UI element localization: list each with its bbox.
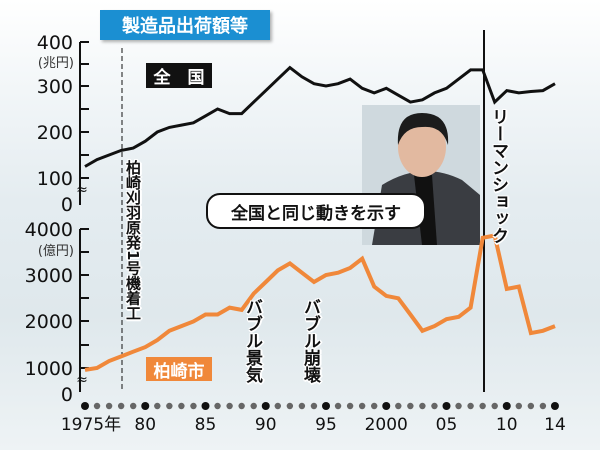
x-axis-dot — [178, 402, 185, 410]
x-axis-dot — [130, 402, 137, 410]
y-tick-label: 200 — [37, 122, 73, 144]
x-axis-dot — [515, 402, 522, 410]
x-axis-dot — [190, 402, 197, 410]
x-axis-dot — [431, 402, 438, 410]
axis-break-icon: ≈ — [76, 182, 88, 198]
x-axis-dot — [467, 402, 474, 410]
x-axis-dot — [250, 402, 257, 410]
x-axis-dot — [226, 402, 233, 410]
x-tick-label: 2000 — [365, 415, 408, 435]
x-axis-dot — [539, 402, 547, 410]
x-axis-dot — [154, 402, 161, 410]
annotation-plant-construction: 柏崎刈羽原発1号機着工 — [124, 160, 142, 321]
legend-kashiwazaki: 柏崎市 — [146, 357, 212, 382]
annotation-lehman-shock: リーマンショック — [488, 108, 508, 244]
quote-bubble: 全国と同じ動きを示す — [206, 193, 426, 229]
x-axis-dot — [442, 402, 451, 410]
x-axis-dot — [166, 402, 173, 410]
x-tick-label: 1975年 — [61, 415, 121, 435]
x-tick-label: 95 — [315, 415, 337, 435]
y-tick-label: 300 — [37, 76, 73, 98]
x-axis-dot — [419, 402, 426, 410]
x-axis-dot — [358, 402, 366, 410]
x-axis-dot — [201, 402, 210, 410]
x-axis-dot — [105, 402, 113, 410]
y-tick-label: 4000 — [25, 219, 73, 241]
x-axis-dot — [346, 402, 354, 410]
x-axis-dot — [479, 402, 486, 410]
x-axis-dot — [117, 402, 125, 410]
x-tick-label: 90 — [255, 415, 277, 435]
x-tick-label: 14 — [544, 415, 566, 435]
y-tick-label: 100 — [37, 168, 73, 190]
x-axis-dot — [322, 402, 330, 410]
x-axis-dot — [527, 402, 535, 410]
y-tick-label: 0 — [61, 194, 73, 216]
x-axis-dot — [310, 402, 318, 410]
x-axis-dot — [502, 402, 511, 410]
annotation-bubble-boom: バブル景気 — [242, 298, 262, 383]
x-tick-label: 10 — [496, 415, 518, 435]
x-tick-label: 85 — [195, 415, 217, 435]
x-axis-dot — [407, 402, 414, 410]
y-unit-label: (兆円) — [38, 56, 74, 71]
chart-title: 製造品出荷額等 — [100, 10, 270, 40]
x-axis-dot — [274, 402, 281, 410]
x-axis-dot — [261, 402, 270, 410]
x-axis-dot — [491, 402, 498, 410]
kashiwazaki-line — [84, 233, 556, 372]
x-axis-dot — [371, 402, 378, 410]
x-axis-dot — [214, 402, 221, 410]
x-axis-dot — [455, 402, 462, 410]
annotation-bubble-burst: バブル崩壊 — [300, 298, 320, 383]
y-unit-label: (億円) — [38, 243, 74, 259]
y-tick-label: 2000 — [25, 311, 73, 333]
x-axis-dot — [93, 402, 101, 410]
x-axis-dot — [395, 402, 402, 410]
x-axis-dot — [382, 402, 391, 410]
legend-national: 全 国 — [146, 63, 212, 88]
x-tick-label: 80 — [134, 415, 156, 435]
x-axis-dot — [81, 402, 89, 410]
y-tick-label: 1000 — [25, 358, 73, 380]
x-axis-dot — [298, 402, 306, 410]
y-tick-label: 3000 — [25, 265, 73, 287]
x-tick-label: 05 — [436, 415, 458, 435]
axis-break-icon: ≈ — [76, 372, 88, 388]
national-line — [84, 65, 556, 168]
y-tick-label: 400 — [37, 32, 73, 54]
x-axis-dot — [141, 402, 150, 410]
x-axis-dot — [334, 402, 342, 410]
x-axis-dot — [286, 402, 294, 410]
x-axis-dot — [238, 402, 245, 410]
x-axis-dot — [550, 402, 559, 410]
y-tick-label: 0 — [61, 384, 73, 406]
